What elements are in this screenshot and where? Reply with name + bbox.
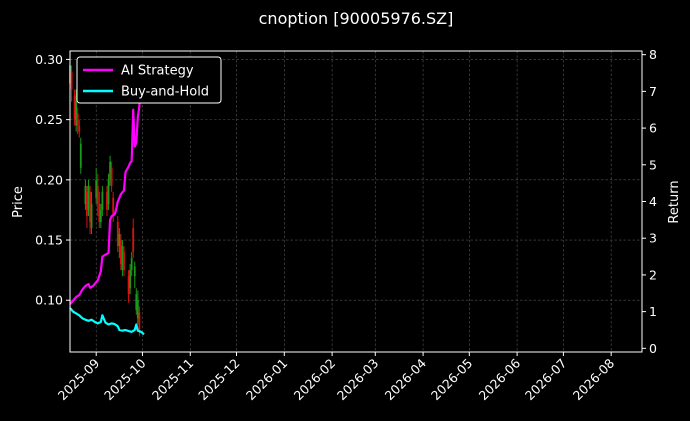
series-line-buy-and-hold — [69, 307, 145, 336]
grid-layer — [70, 51, 642, 352]
candle-body — [109, 161, 111, 180]
y-right-tick-label: 3 — [649, 231, 657, 246]
y-right-tick-label: 6 — [649, 121, 657, 136]
candle-body — [75, 101, 78, 126]
candle-body — [138, 312, 141, 331]
candle-body — [123, 252, 125, 271]
candle-body — [87, 185, 90, 210]
candle-body — [84, 185, 87, 204]
candle-body — [133, 266, 136, 277]
candle-body — [127, 276, 130, 295]
legend-label-buy-and-hold: Buy-and-Hold — [121, 85, 209, 100]
candle-body — [132, 227, 135, 253]
y-left-tick-label: 0.15 — [35, 233, 63, 248]
candle-body — [116, 221, 119, 247]
y-left-tick-label: 0.30 — [35, 52, 63, 67]
candle-layer — [69, 59, 141, 337]
y-right-tick-label: 1 — [649, 304, 657, 319]
candle-body — [86, 191, 88, 216]
candle-body — [73, 95, 76, 120]
candle-body — [112, 197, 115, 216]
y-right-tick-label: 4 — [649, 194, 657, 209]
candle-body — [106, 191, 108, 210]
y-right-tick-label: 0 — [649, 341, 657, 356]
candle-body — [130, 258, 133, 271]
candle-body — [121, 246, 124, 271]
candle-body — [96, 185, 99, 204]
y-right-label: Return — [667, 180, 682, 223]
y-right-tick-label: 8 — [649, 47, 657, 62]
candle-body — [118, 234, 121, 247]
candle-body — [99, 209, 102, 222]
y-left-tick-label: 0.10 — [35, 293, 63, 308]
candle-body — [129, 270, 132, 289]
candle-body — [110, 167, 113, 186]
y-left-tick-label: 0.25 — [35, 112, 63, 127]
candle-body — [78, 125, 81, 132]
candle-body — [79, 143, 82, 168]
candle-body — [98, 203, 101, 222]
candle-body — [119, 240, 122, 265]
y-right-tick-label: 7 — [649, 84, 657, 99]
y-left-tick-label: 0.20 — [35, 172, 63, 187]
candle-body — [95, 179, 98, 198]
y-right-tick-label: 2 — [649, 267, 657, 282]
legend: AI Strategy Buy-and-Hold — [76, 56, 222, 104]
series-line-ai-strategy — [69, 65, 146, 305]
series-layer — [69, 65, 146, 336]
candle-body — [70, 71, 73, 90]
y-right-tick-label: 5 — [649, 157, 657, 172]
candle-body — [89, 191, 91, 222]
candle-body — [90, 203, 93, 228]
candle-body — [76, 113, 79, 126]
y-left-label: Price — [11, 186, 26, 218]
candle-body — [107, 179, 110, 204]
chart-title: cnoption [90005976.SZ] — [259, 9, 454, 28]
legend-label-ai-strategy: AI Strategy — [121, 64, 194, 79]
candle-body — [136, 300, 139, 319]
candle-body — [135, 294, 138, 310]
candle-body — [101, 191, 104, 210]
